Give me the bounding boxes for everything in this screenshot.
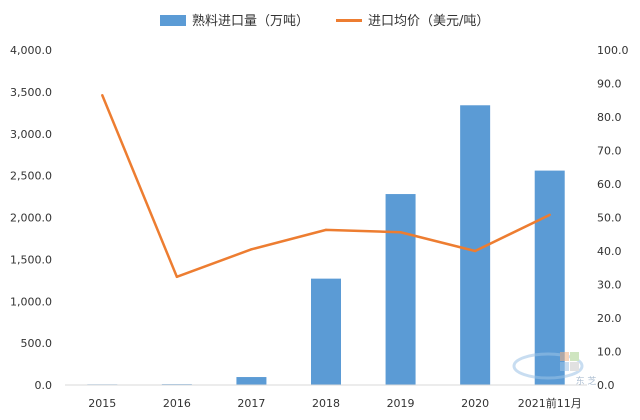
right-tick-label: 70.0: [597, 145, 622, 158]
x-tick-label: 2017: [237, 397, 265, 410]
left-tick-label: 2,500.0: [10, 170, 52, 183]
x-tick-label: 2020: [461, 397, 489, 410]
x-tick-label: 2021前11月: [518, 396, 582, 410]
line-series: [101, 94, 551, 279]
line-point: [473, 249, 477, 253]
bar-series: [87, 105, 565, 386]
legend-label-line: 进口均价（美元/吨）: [368, 14, 489, 29]
right-tick-label: 90.0: [597, 78, 622, 91]
right-tick-label: 100.0: [597, 44, 629, 57]
right-tick-label: 40.0: [597, 245, 622, 258]
line-point: [548, 213, 551, 217]
right-tick-label: 30.0: [597, 279, 622, 292]
watermark: 东 芝: [512, 352, 597, 387]
legend-item-bar: 熟料进口量（万吨）: [160, 13, 309, 29]
bar: [385, 194, 416, 385]
left-tick-label: 1,000.0: [10, 295, 52, 308]
legend-label-bar: 熟料进口量（万吨）: [192, 13, 309, 29]
left-tick-label: 0.0: [35, 379, 53, 392]
right-y-axis: 0.0 10.0 20.0 30.0 40.0 50.0 60.0 70.0 80.0 90.0 1…: [597, 44, 629, 392]
left-y-axis: 0.0 500.0 1,000.0 1,500.0 2,000.0 2,500.0 3,00…: [10, 44, 52, 392]
left-tick-label: 4,000.0: [10, 44, 52, 57]
left-tick-label: 3,000.0: [10, 128, 52, 141]
x-tick-label: 2019: [387, 397, 415, 410]
bar: [534, 170, 565, 385]
line-point: [324, 228, 328, 232]
bar: [236, 377, 267, 385]
x-tick-label: 2015: [88, 397, 116, 410]
x-tick-label: 2016: [163, 397, 191, 410]
bar: [311, 278, 341, 385]
right-tick-label: 50.0: [597, 212, 622, 225]
line-point: [250, 248, 253, 251]
left-tick-label: 3,500.0: [10, 86, 52, 99]
left-tick-label: 1,500.0: [10, 253, 52, 266]
right-tick-label: 80.0: [597, 111, 622, 124]
right-tick-label: 10.0: [597, 346, 622, 359]
right-tick-label: 60.0: [597, 178, 622, 191]
right-tick-label: 0.0: [597, 379, 615, 392]
line-point: [175, 275, 179, 278]
legend-item-line: 进口均价（美元/吨）: [336, 14, 489, 29]
left-tick-label: 2,000.0: [10, 212, 52, 225]
x-tick-label: 2018: [312, 397, 340, 410]
right-tick-label: 20.0: [597, 312, 622, 325]
x-axis: 2015 2016 2017 2018 2019 2020 2021前11月: [65, 384, 587, 410]
left-tick-label: 500.0: [21, 337, 53, 350]
logo-icon: [512, 352, 584, 380]
watermark-text: 东 芝: [576, 375, 597, 387]
legend-swatch-bar: [160, 15, 186, 26]
line-point: [101, 94, 104, 97]
line-point: [399, 231, 402, 234]
legend: 熟料进口量（万吨） 进口均价（美元/吨）: [160, 13, 489, 29]
